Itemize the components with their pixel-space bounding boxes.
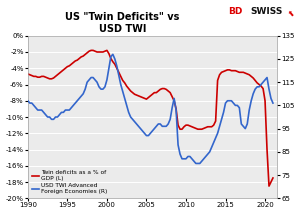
Text: ⬆: ⬆	[286, 7, 297, 18]
Text: SWISS: SWISS	[251, 7, 283, 16]
Title: US "Twin Deficits" vs
USD TWI: US "Twin Deficits" vs USD TWI	[65, 12, 180, 34]
Legend: Twin deficits as a % of
GDP (L), USD TWI Advanced
Foreign Economies (R): Twin deficits as a % of GDP (L), USD TWI…	[31, 169, 109, 195]
Text: BD: BD	[228, 7, 242, 16]
